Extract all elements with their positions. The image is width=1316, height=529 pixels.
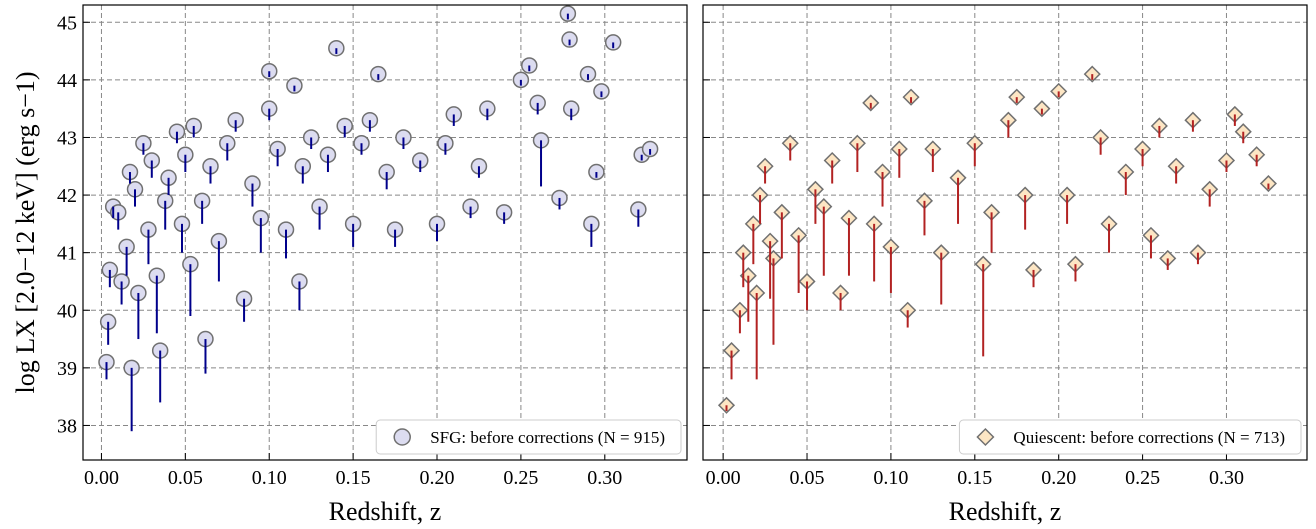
axes-frame [82,4,688,461]
legend-label: Quiescent: before corrections (N = 713) [1013,428,1285,447]
x-axis-label: Redshift, z [949,497,1062,526]
x-tick-label: 0.25 [1125,467,1160,489]
point [1083,65,1101,83]
x-axis-label: Redshift, z [329,497,442,526]
y-tick-label: 41 [57,243,77,265]
legend-box [375,419,682,455]
x-tick-label: 0.00 [84,467,119,489]
legend: Quiescent: before corrections (N = 713) [958,419,1302,455]
legend-label: SFG: before corrections (N = 915) [430,428,665,447]
x-tick-label: 0.25 [503,467,538,489]
x-tick-label: 0.15 [957,467,992,489]
x-tick-label: 0.30 [1209,467,1244,489]
y-tick-label: 40 [57,300,77,322]
x-tick-label: 0.20 [420,467,455,489]
y-tick-label: 45 [57,12,77,34]
x-tick-label: 0.00 [706,467,741,489]
point [862,94,880,112]
y-axis-label: log LX [2.0−12 keV] (erg s−1) [11,71,40,393]
x-tick-label: 0.10 [252,467,287,489]
x-tick-label: 0.15 [336,467,371,489]
y-tick-label: 38 [57,415,77,437]
x-tick-label: 0.05 [790,467,825,489]
axes-frame [702,4,1308,461]
x-tick-label: 0.30 [587,467,622,489]
legend-box [958,419,1302,455]
x-tick-label: 0.20 [1041,467,1076,489]
y-tick-label: 42 [57,185,77,207]
x-tick-label: 0.05 [168,467,203,489]
y-tick-label: 44 [57,70,77,92]
y-tick-label: 43 [57,127,77,149]
legend-marker [393,428,411,446]
point [1259,174,1277,193]
legend: SFG: before corrections (N = 915) [375,419,682,455]
y-tick-label: 39 [57,358,77,380]
legend-marker [976,427,995,447]
x-tick-label: 0.10 [873,467,908,489]
